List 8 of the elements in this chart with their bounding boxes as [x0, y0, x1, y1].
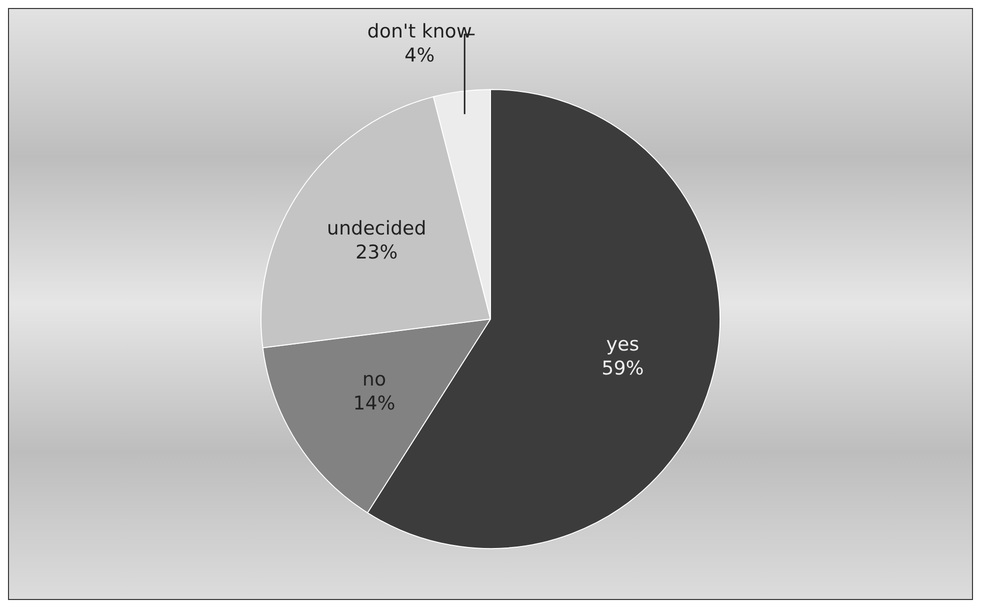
slice-label: undecided [326, 218, 426, 240]
data-label: 59% [602, 357, 644, 380]
data-label: 23% [355, 242, 398, 264]
data-label: 4% [404, 44, 435, 66]
slice-label: no [362, 368, 386, 391]
slice-label: yes [606, 333, 640, 356]
data-label: 14% [353, 392, 396, 415]
slice-label: don't know [367, 20, 472, 42]
